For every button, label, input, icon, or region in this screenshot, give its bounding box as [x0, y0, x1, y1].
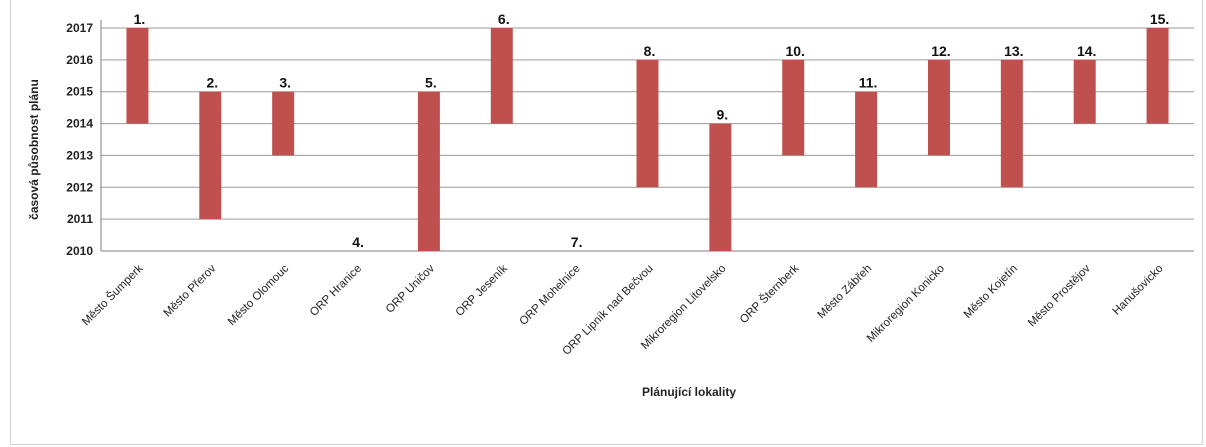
bar-label: 2.	[206, 75, 218, 91]
bar-label: 9.	[717, 107, 729, 123]
range-bar	[709, 123, 732, 251]
chart-frame: 2010 2011 2012 2013 2014 2015 2016 2017 1. 2. 3. 4…	[10, 0, 1203, 445]
bar-label: 15.	[1150, 11, 1169, 27]
bars	[126, 28, 1169, 251]
x-category-label: ORP Mohelnice	[517, 263, 582, 328]
x-category-label: Město Šumperk	[79, 262, 145, 328]
range-bar	[1000, 59, 1023, 188]
bar-label: 12.	[931, 43, 950, 59]
y-tick-label: 2015	[66, 85, 93, 99]
x-category-label: ORP Hranice	[308, 263, 364, 319]
bar-label: 1.	[134, 11, 146, 27]
x-category-label: ORP Šternberk	[737, 262, 801, 326]
bar-label: 3.	[279, 75, 291, 91]
bar-label: 4.	[352, 234, 364, 250]
chart-canvas: 2010 2011 2012 2013 2014 2015 2016 2017 1. 2. 3. 4…	[27, 11, 1194, 399]
bar-label: 11.	[859, 75, 878, 91]
bar-label: 8.	[644, 43, 656, 59]
bar-label: 10.	[785, 43, 804, 59]
x-axis-categories: Město Šumperk Město Přerov Město Olomouc OR…	[79, 262, 1165, 358]
bar-label: 7.	[571, 234, 583, 250]
range-bar	[199, 91, 222, 220]
x-category-label: Hanušovicko	[1111, 263, 1166, 318]
x-axis-title: Plánující lokality	[642, 385, 736, 399]
x-category-label: Mikroregion Konicko	[865, 263, 947, 345]
range-bar	[782, 59, 805, 156]
x-category-label: Město Přerov	[162, 262, 219, 319]
x-category-label: Město Olomouc	[226, 262, 292, 328]
y-tick-label: 2014	[66, 117, 93, 131]
range-bar	[417, 91, 440, 251]
bar-label: 5.	[425, 75, 437, 91]
y-tick-label: 2017	[66, 21, 93, 35]
range-bar	[272, 91, 295, 156]
x-category-label: ORP Uničov	[384, 262, 437, 315]
y-tick-label: 2011	[67, 212, 93, 226]
y-tick-label: 2013	[66, 148, 93, 162]
y-axis-title: časová působnost plánu	[27, 79, 41, 220]
y-tick-label: 2012	[66, 180, 93, 194]
range-bar	[1146, 28, 1169, 124]
bar-label: 14.	[1077, 43, 1096, 59]
y-axis-ticks: 2010 2011 2012 2013 2014 2015 2016 2017	[66, 21, 93, 258]
bar-labels: 1. 2. 3. 4. 5. 6. 7. 8. 9. 10. 11. 12. 13. 14. 15.	[134, 11, 1170, 250]
range-bar	[855, 91, 878, 188]
range-bar	[927, 59, 950, 156]
range-bar	[1073, 59, 1096, 124]
bar-label: 6.	[498, 11, 510, 27]
x-category-label: Mikroregion Litovelsko	[639, 263, 728, 352]
x-category-label: ORP Jeseník	[454, 262, 510, 318]
y-tick-label: 2016	[66, 53, 93, 67]
x-category-label: Město Zábřeh	[816, 263, 875, 322]
range-bar	[636, 59, 659, 188]
x-category-label: Město Kojetín	[962, 263, 1020, 321]
y-tick-label: 2010	[66, 244, 93, 258]
bar-label: 13.	[1004, 43, 1023, 59]
range-bar	[490, 28, 513, 124]
x-category-label: Město Prostějov	[1026, 262, 1093, 329]
range-bar	[126, 28, 149, 124]
